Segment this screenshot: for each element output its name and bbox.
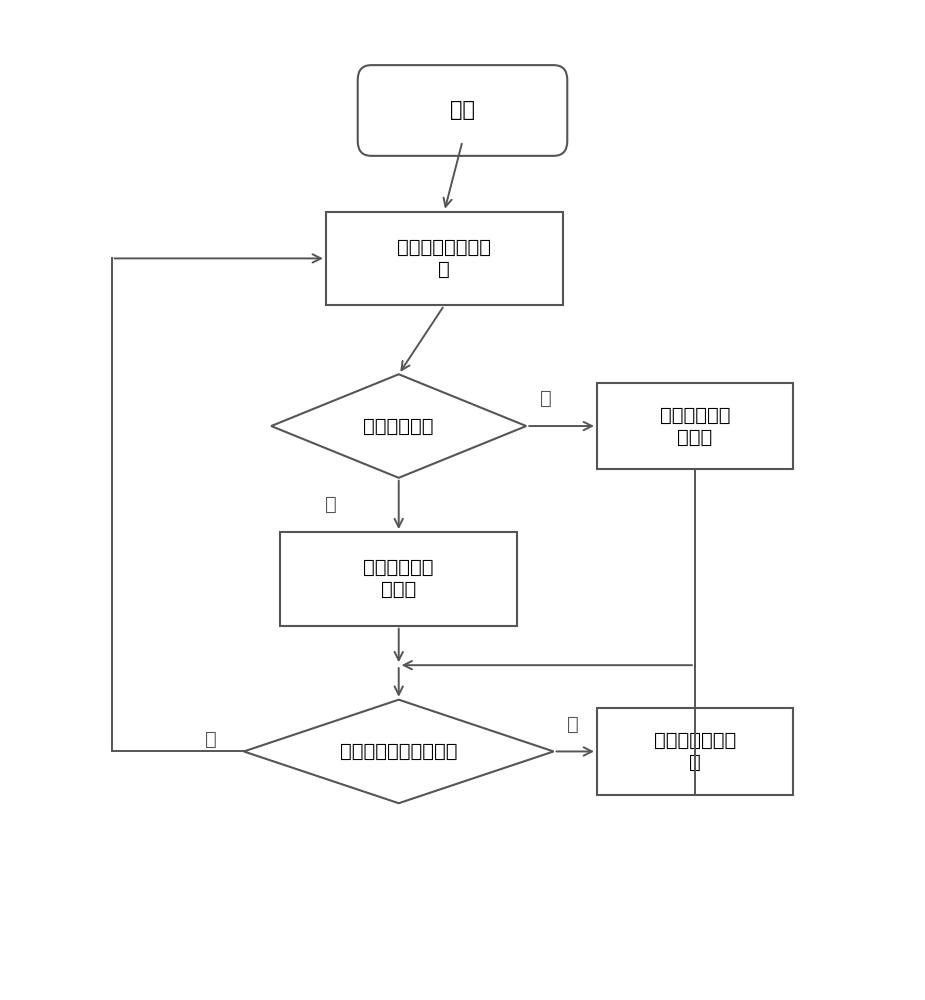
Text: 开始: 开始 bbox=[450, 100, 475, 120]
Bar bbox=[326, 212, 562, 305]
Bar bbox=[597, 708, 793, 795]
Text: 读取并解析串口报
文: 读取并解析串口报 文 bbox=[397, 238, 491, 279]
Polygon shape bbox=[244, 700, 553, 803]
FancyBboxPatch shape bbox=[358, 65, 567, 156]
Text: 清除卫星信号
标志位: 清除卫星信号 标志位 bbox=[364, 558, 434, 599]
Polygon shape bbox=[271, 374, 526, 478]
Text: 是: 是 bbox=[540, 389, 551, 408]
Text: 否: 否 bbox=[325, 495, 337, 514]
Bar bbox=[597, 383, 793, 469]
Text: 置位卫星信号
标志位: 置位卫星信号 标志位 bbox=[660, 406, 730, 447]
Bar bbox=[280, 532, 517, 626]
Text: 串口输出系统时
间: 串口输出系统时 间 bbox=[654, 731, 736, 772]
Text: 是: 是 bbox=[567, 715, 579, 734]
Text: 否: 否 bbox=[204, 730, 216, 749]
Text: 有卫星信号？: 有卫星信号？ bbox=[364, 417, 434, 436]
Text: 时间输出标志位置位？: 时间输出标志位置位？ bbox=[340, 742, 458, 761]
